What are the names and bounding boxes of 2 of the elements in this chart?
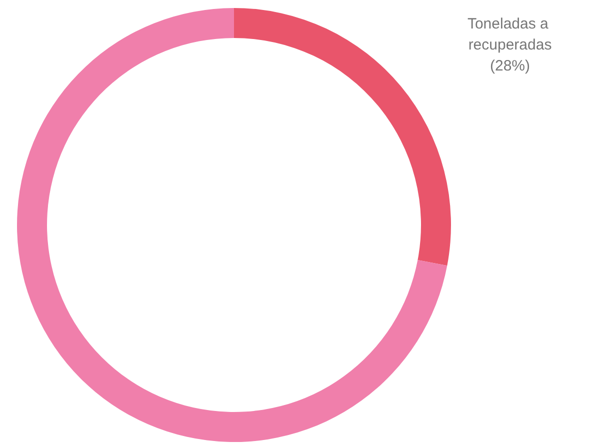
slice-label: Toneladas a recuperadas (467, 16, 553, 54)
data-label: (28%) (490, 58, 530, 74)
